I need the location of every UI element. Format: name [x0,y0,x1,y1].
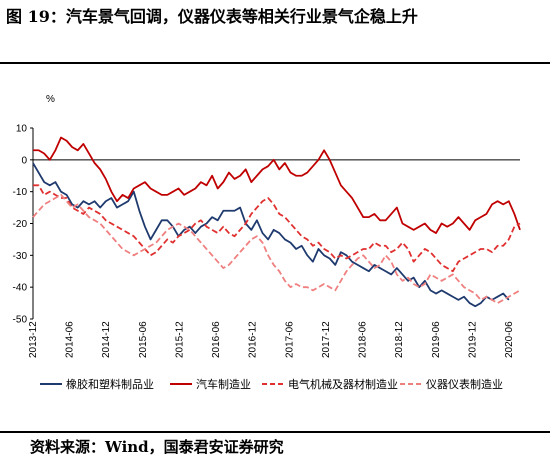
y-tick-label: 0 [21,155,27,166]
top-rule [0,62,550,64]
x-tick-label: 2016-06 [211,321,222,358]
legend-label-4: 仪器仪表制造业 [426,377,503,391]
y-axis-label: % [46,94,55,105]
y-tick-label: 10 [16,124,28,135]
series-line-4 [32,193,521,304]
x-tick-label: 2014-12 [101,321,112,358]
x-tick-label: 2015-12 [174,321,185,358]
y-ticks: 10 0 -10 -20 -30 -40 -50 [13,124,33,326]
x-tick-label: 2015-06 [138,321,149,358]
y-tick-label: -30 [13,251,28,262]
x-tick-label: 2019-12 [467,321,478,358]
x-tick-label: 2013-12 [28,321,39,358]
series-line-3 [33,184,521,273]
line-chart: % 10 0 -10 -20 -30 -40 -50 2013-12 2014-06 2014-… [13,94,521,391]
x-tick-label: 2016-12 [248,321,259,358]
x-tick-label: 2017-12 [321,321,332,358]
legend-label-3: 电气机械及器材制造业 [288,377,398,391]
legend-label-1: 橡胶和塑料制品业 [66,377,154,391]
x-tick-label: 2020-06 [504,321,515,358]
bottom-rule [0,431,550,433]
x-tick-label: 2018-06 [358,321,369,358]
y-tick-label: -10 [13,187,28,198]
source-note: 资料来源：Wind，国泰君安证券研究 [30,438,284,456]
y-tick-label: -20 [13,219,28,230]
legend-label-2: 汽车制造业 [196,377,251,391]
figure-title: 图 19：汽车景气回调，仪器仪表等相关行业景气企稳上升 [6,7,418,26]
y-tick-label: -40 [13,283,28,294]
series-line-2 [33,136,521,234]
legend: 橡胶和塑料制品业 汽车制造业 电气机械及器材制造业 仪器仪表制造业 [40,377,503,391]
x-tick-label: 2019-06 [431,321,442,358]
y-tick-label: -50 [13,315,28,326]
series-line-1 [32,162,510,308]
x-tick-label: 2017-06 [284,321,295,358]
x-ticks: 2013-12 2014-06 2014-12 2015-06 2015-12 2016-… [28,321,515,358]
x-tick-label: 2018-12 [394,321,405,358]
series-lines [32,136,521,308]
x-tick-label: 2014-06 [65,321,76,358]
